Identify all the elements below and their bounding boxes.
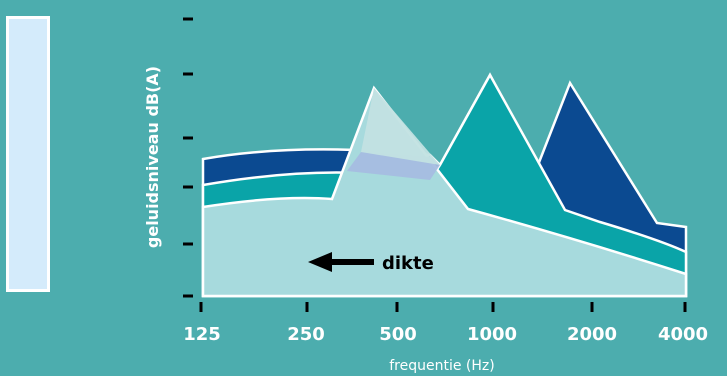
- x-tick-label-2000: 2000: [567, 324, 617, 345]
- light-area: [201, 85, 688, 298]
- annotation-label: dikte: [382, 253, 434, 274]
- x-axis-ticks: [199, 302, 687, 312]
- arrow-left-icon: [308, 252, 374, 272]
- x-axis-label: frequentie (Hz): [389, 358, 494, 374]
- x-tick-label-4000: 4000: [658, 324, 708, 345]
- x-tick-label-1000: 1000: [467, 324, 517, 345]
- y-axis-label: geluidsniveau dB(A): [143, 66, 162, 248]
- x-tick-label-125: 125: [183, 324, 221, 345]
- legend-panel: [6, 16, 50, 292]
- y-axis-ticks: [183, 17, 193, 298]
- x-tick-label-500: 500: [379, 324, 417, 345]
- x-tick-label-250: 250: [287, 324, 325, 345]
- overlap-region-teal: [361, 88, 440, 165]
